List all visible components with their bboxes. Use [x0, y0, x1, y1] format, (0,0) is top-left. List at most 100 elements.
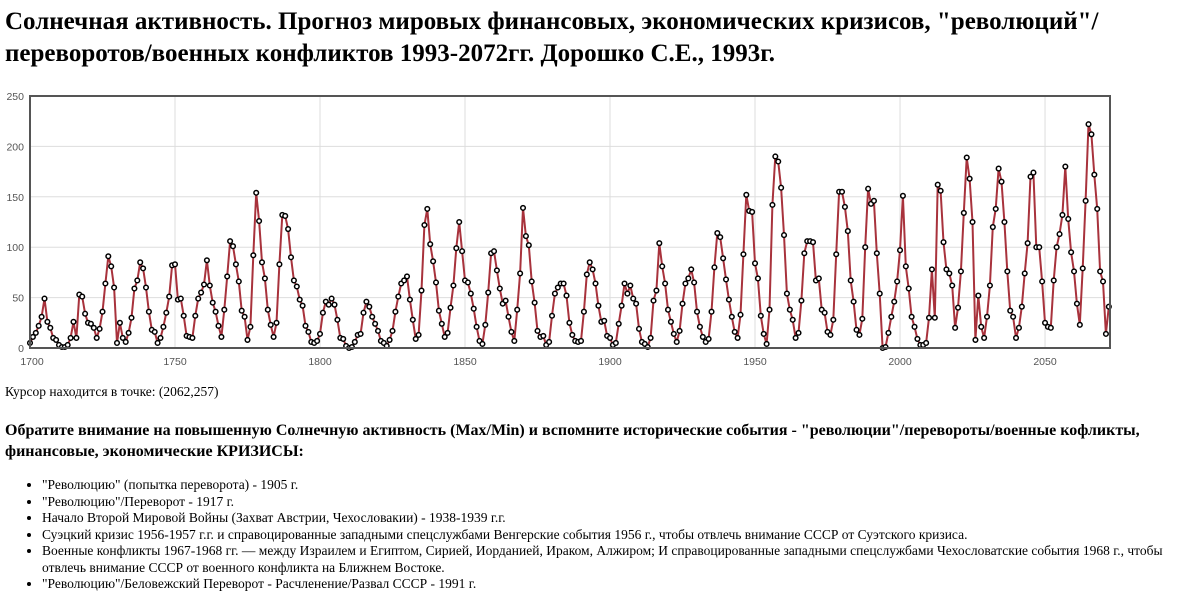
- data-point: [902, 263, 909, 270]
- sunspot-chart[interactable]: 0 50 100 150 200 250 1700 1750 1800 1850 1900 1950…: [0, 88, 1120, 378]
- data-point: [963, 154, 970, 161]
- data-point: [316, 330, 324, 337]
- data-point: [789, 316, 796, 323]
- data-point: [261, 275, 268, 282]
- data-point: [633, 300, 640, 307]
- data-point: [32, 329, 39, 336]
- data-point: [340, 335, 347, 342]
- series-markers: [26, 121, 1112, 352]
- data-point: [662, 280, 669, 287]
- data-point: [737, 311, 744, 318]
- data-point: [601, 317, 608, 324]
- data-point: [925, 314, 933, 321]
- data-point: [151, 328, 158, 335]
- data-point: [514, 306, 521, 313]
- data-point: [195, 295, 202, 302]
- data-point: [960, 209, 967, 216]
- data-point: [786, 306, 793, 313]
- data-point: [989, 223, 996, 231]
- list-item: Военные конфликты 1967-1968 гг. — между …: [42, 543, 1182, 576]
- data-point: [444, 329, 451, 336]
- data-point: [722, 276, 730, 283]
- data-point: [757, 312, 764, 319]
- data-point: [943, 266, 950, 273]
- data-point: [595, 302, 602, 309]
- data-point: [177, 295, 184, 302]
- data-point: [618, 302, 625, 309]
- data-point: [357, 330, 364, 337]
- data-point: [992, 205, 999, 212]
- data-point: [485, 289, 492, 296]
- data-point: [1059, 211, 1066, 218]
- data-point: [482, 321, 489, 328]
- data-point: [696, 323, 703, 330]
- data-point: [569, 331, 576, 338]
- data-point: [221, 306, 228, 313]
- data-point: [479, 340, 486, 348]
- data-point: [1094, 205, 1101, 212]
- data-point: [531, 299, 538, 306]
- data-point: [418, 287, 425, 294]
- data-point: [586, 259, 593, 266]
- data-point: [589, 266, 596, 273]
- data-point: [82, 310, 89, 317]
- y-tick-label: 100: [6, 242, 24, 254]
- note-heading: Обратите внимание на повышенную Солнечну…: [5, 422, 1140, 460]
- data-point: [432, 279, 440, 286]
- data-point: [844, 228, 851, 235]
- data-point: [241, 313, 248, 320]
- data-point: [1076, 321, 1083, 328]
- data-point: [946, 270, 953, 277]
- x-tick-label: 2000: [888, 356, 912, 368]
- data-point: [859, 315, 866, 322]
- data-point: [160, 323, 167, 330]
- y-tick-label: 150: [6, 192, 24, 204]
- data-point: [229, 243, 237, 250]
- data-point: [876, 290, 883, 297]
- data-point: [673, 338, 680, 346]
- data-point: [73, 334, 80, 341]
- data-point: [206, 282, 213, 289]
- data-point: [566, 319, 573, 326]
- data-point: [430, 258, 437, 265]
- data-point: [198, 289, 205, 296]
- data-point: [131, 285, 138, 292]
- data-point: [93, 334, 100, 341]
- data-point: [456, 218, 463, 226]
- events-list: "Революцию" (попытка переворота) - 1905 …: [0, 477, 1182, 593]
- data-point: [496, 285, 503, 292]
- data-point: [256, 217, 263, 225]
- cursor-readout: Курсор находится в точке: (2062,257): [5, 384, 219, 399]
- data-point: [772, 153, 779, 160]
- data-point: [282, 212, 289, 220]
- data-point: [1097, 268, 1104, 275]
- series-line: [29, 123, 1110, 350]
- data-point: [847, 277, 854, 284]
- grid: [29, 95, 1110, 349]
- data-point: [630, 295, 637, 302]
- data-point: [801, 250, 808, 257]
- data-point: [473, 323, 480, 330]
- data-point: [108, 263, 115, 270]
- data-point: [934, 181, 941, 188]
- data-point: [1047, 324, 1054, 331]
- data-point: [227, 238, 234, 245]
- data-point: [998, 178, 1005, 185]
- data-point: [200, 281, 208, 288]
- data-point: [551, 290, 558, 297]
- data-point: [1021, 270, 1028, 277]
- data-point: [899, 192, 906, 199]
- data-point: [99, 308, 106, 315]
- data-point: [647, 334, 654, 341]
- data-point: [290, 277, 297, 284]
- data-point: [79, 293, 86, 300]
- data-point: [656, 240, 663, 247]
- data-point: [314, 337, 321, 344]
- data-point: [908, 313, 915, 320]
- data-point: [372, 320, 379, 327]
- data-point: [369, 313, 376, 320]
- data-point: [41, 295, 48, 302]
- data-point: [464, 279, 471, 286]
- data-point: [424, 205, 431, 212]
- data-point: [670, 330, 677, 337]
